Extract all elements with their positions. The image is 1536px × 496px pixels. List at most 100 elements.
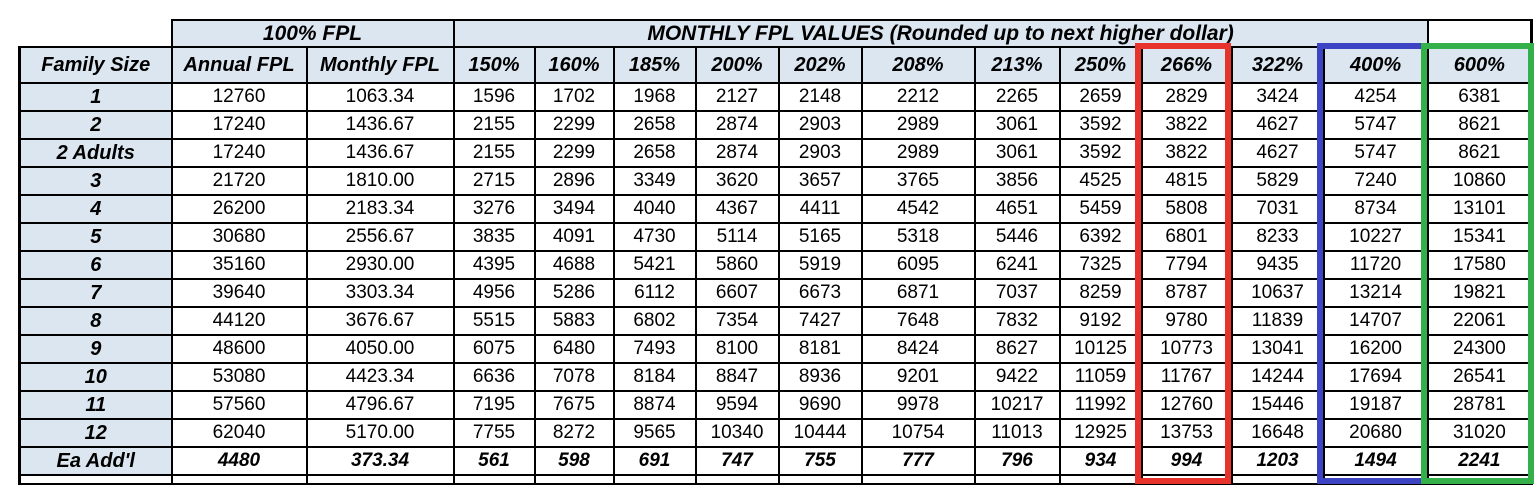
value-cell: 4091 (533, 222, 615, 252)
column-header-600-: 600% (1426, 46, 1534, 84)
value-cell: 17580 (1426, 250, 1534, 280)
value-cell: 1810.00 (305, 166, 455, 196)
value-cell: 21720 (170, 166, 308, 196)
value-cell: 8621 (1426, 138, 1534, 168)
value-cell: 6112 (612, 278, 697, 308)
column-header-row: Family Size Annual FPL Monthly FPL 150% 160%… (18, 46, 1534, 84)
value-cell: 6636 (452, 362, 536, 392)
value-cell: 7078 (533, 362, 615, 392)
value-cell: 7037 (973, 278, 1061, 308)
value-cell: 20680 (1322, 418, 1429, 448)
value-cell: 13101 (1426, 194, 1534, 224)
row-header-cell: 2 (18, 110, 173, 140)
value-cell: 3676.67 (305, 306, 455, 336)
value-cell: 5515 (452, 306, 536, 336)
table-row-9: 9 48600 4050.00 6075 6480 7493 8100 8181 8424 862… (18, 334, 1534, 364)
value-cell: 57560 (170, 390, 308, 420)
blank-corner-cell (19, 20, 172, 47)
value-cell: 8847 (694, 362, 780, 392)
table-row-7: 7 39640 3303.34 4956 5286 6112 6607 6673 6871 703… (18, 278, 1534, 308)
row-header-cell: 2 Adults (18, 138, 173, 168)
value-cell: 2556.67 (305, 222, 455, 252)
value-cell: 2127 (694, 82, 780, 112)
value-cell: 10637 (1230, 278, 1325, 308)
value-cell: 13214 (1322, 278, 1429, 308)
value-cell: 35160 (170, 250, 308, 280)
blank-cell-above-600 (1426, 19, 1534, 48)
partial-cell (973, 475, 1061, 485)
value-cell: 9780 (1140, 306, 1233, 336)
value-cell: 598 (533, 446, 615, 476)
value-cell: 3349 (612, 166, 697, 196)
column-header-208-: 208% (860, 46, 976, 84)
table-row-8: 8 44120 3676.67 5515 5883 6802 7354 7427 7648 783… (18, 306, 1534, 336)
value-cell: 5170.00 (305, 418, 455, 448)
value-cell: 755 (777, 446, 863, 476)
column-header-213-: 213% (973, 46, 1061, 84)
column-header-266-: 266% (1140, 46, 1233, 84)
value-cell: 48600 (170, 334, 308, 364)
table-row-5: 5 30680 2556.67 3835 4091 4730 5114 5165 5318 544… (18, 222, 1534, 252)
value-cell: 3424 (1230, 82, 1325, 112)
value-cell: 8233 (1230, 222, 1325, 252)
value-cell: 5446 (973, 222, 1061, 252)
value-cell: 15341 (1426, 222, 1534, 252)
value-cell: 7755 (452, 418, 536, 448)
value-cell: 1596 (452, 82, 536, 112)
value-cell: 747 (694, 446, 780, 476)
row-header-cell: 5 (18, 222, 173, 252)
value-cell: 9690 (777, 390, 863, 420)
value-cell: 2658 (612, 110, 697, 140)
value-cell: 3822 (1140, 110, 1233, 140)
value-cell: 28781 (1426, 390, 1534, 420)
value-cell: 5860 (694, 250, 780, 280)
value-cell: 561 (452, 446, 536, 476)
value-cell: 3620 (694, 166, 780, 196)
value-cell: 4525 (1058, 166, 1143, 196)
value-cell: 9192 (1058, 306, 1143, 336)
value-cell: 5808 (1140, 194, 1233, 224)
value-cell: 8181 (777, 334, 863, 364)
value-cell: 8272 (533, 418, 615, 448)
value-cell: 26200 (170, 194, 308, 224)
value-cell: 7675 (533, 390, 615, 420)
value-cell: 9978 (860, 390, 976, 420)
value-cell: 11839 (1230, 306, 1325, 336)
value-cell: 19187 (1322, 390, 1429, 420)
value-cell: 6241 (973, 250, 1061, 280)
column-header-185-: 185% (612, 46, 697, 84)
row-header-cell: 9 (18, 334, 173, 364)
value-cell: 5747 (1322, 138, 1429, 168)
value-cell: 2183.34 (305, 194, 455, 224)
value-cell: 7427 (777, 306, 863, 336)
value-cell: 16648 (1230, 418, 1325, 448)
value-cell: 4956 (452, 278, 536, 308)
value-cell: 12760 (170, 82, 308, 112)
row-header-cell: 10 (18, 362, 173, 392)
value-cell: 4254 (1322, 82, 1429, 112)
value-cell: 4815 (1140, 166, 1233, 196)
value-cell: 4411 (777, 194, 863, 224)
value-cell: 3061 (973, 138, 1061, 168)
value-cell: 5421 (612, 250, 697, 280)
value-cell: 3061 (973, 110, 1061, 140)
row-header-cell: 7 (18, 278, 173, 308)
value-cell: 7794 (1140, 250, 1233, 280)
value-cell: 3657 (777, 166, 863, 196)
group-header-100-fpl: 100% FPL (170, 19, 455, 48)
value-cell: 9565 (612, 418, 697, 448)
value-cell: 10227 (1322, 222, 1429, 252)
column-header-200-: 200% (694, 46, 780, 84)
value-cell: 2241 (1426, 446, 1534, 476)
column-header-202-: 202% (777, 46, 863, 84)
partial-cell (1140, 475, 1233, 485)
value-cell: 11992 (1058, 390, 1143, 420)
value-cell: 8936 (777, 362, 863, 392)
value-cell: 1436.67 (305, 138, 455, 168)
value-cell: 3835 (452, 222, 536, 252)
value-cell: 6801 (1140, 222, 1233, 252)
value-cell: 39640 (170, 278, 308, 308)
group-header-monthly-values: MONTHLY FPL VALUES (Rounded up to next h… (452, 19, 1429, 48)
value-cell: 4651 (973, 194, 1061, 224)
row-header-cell: 6 (18, 250, 173, 280)
